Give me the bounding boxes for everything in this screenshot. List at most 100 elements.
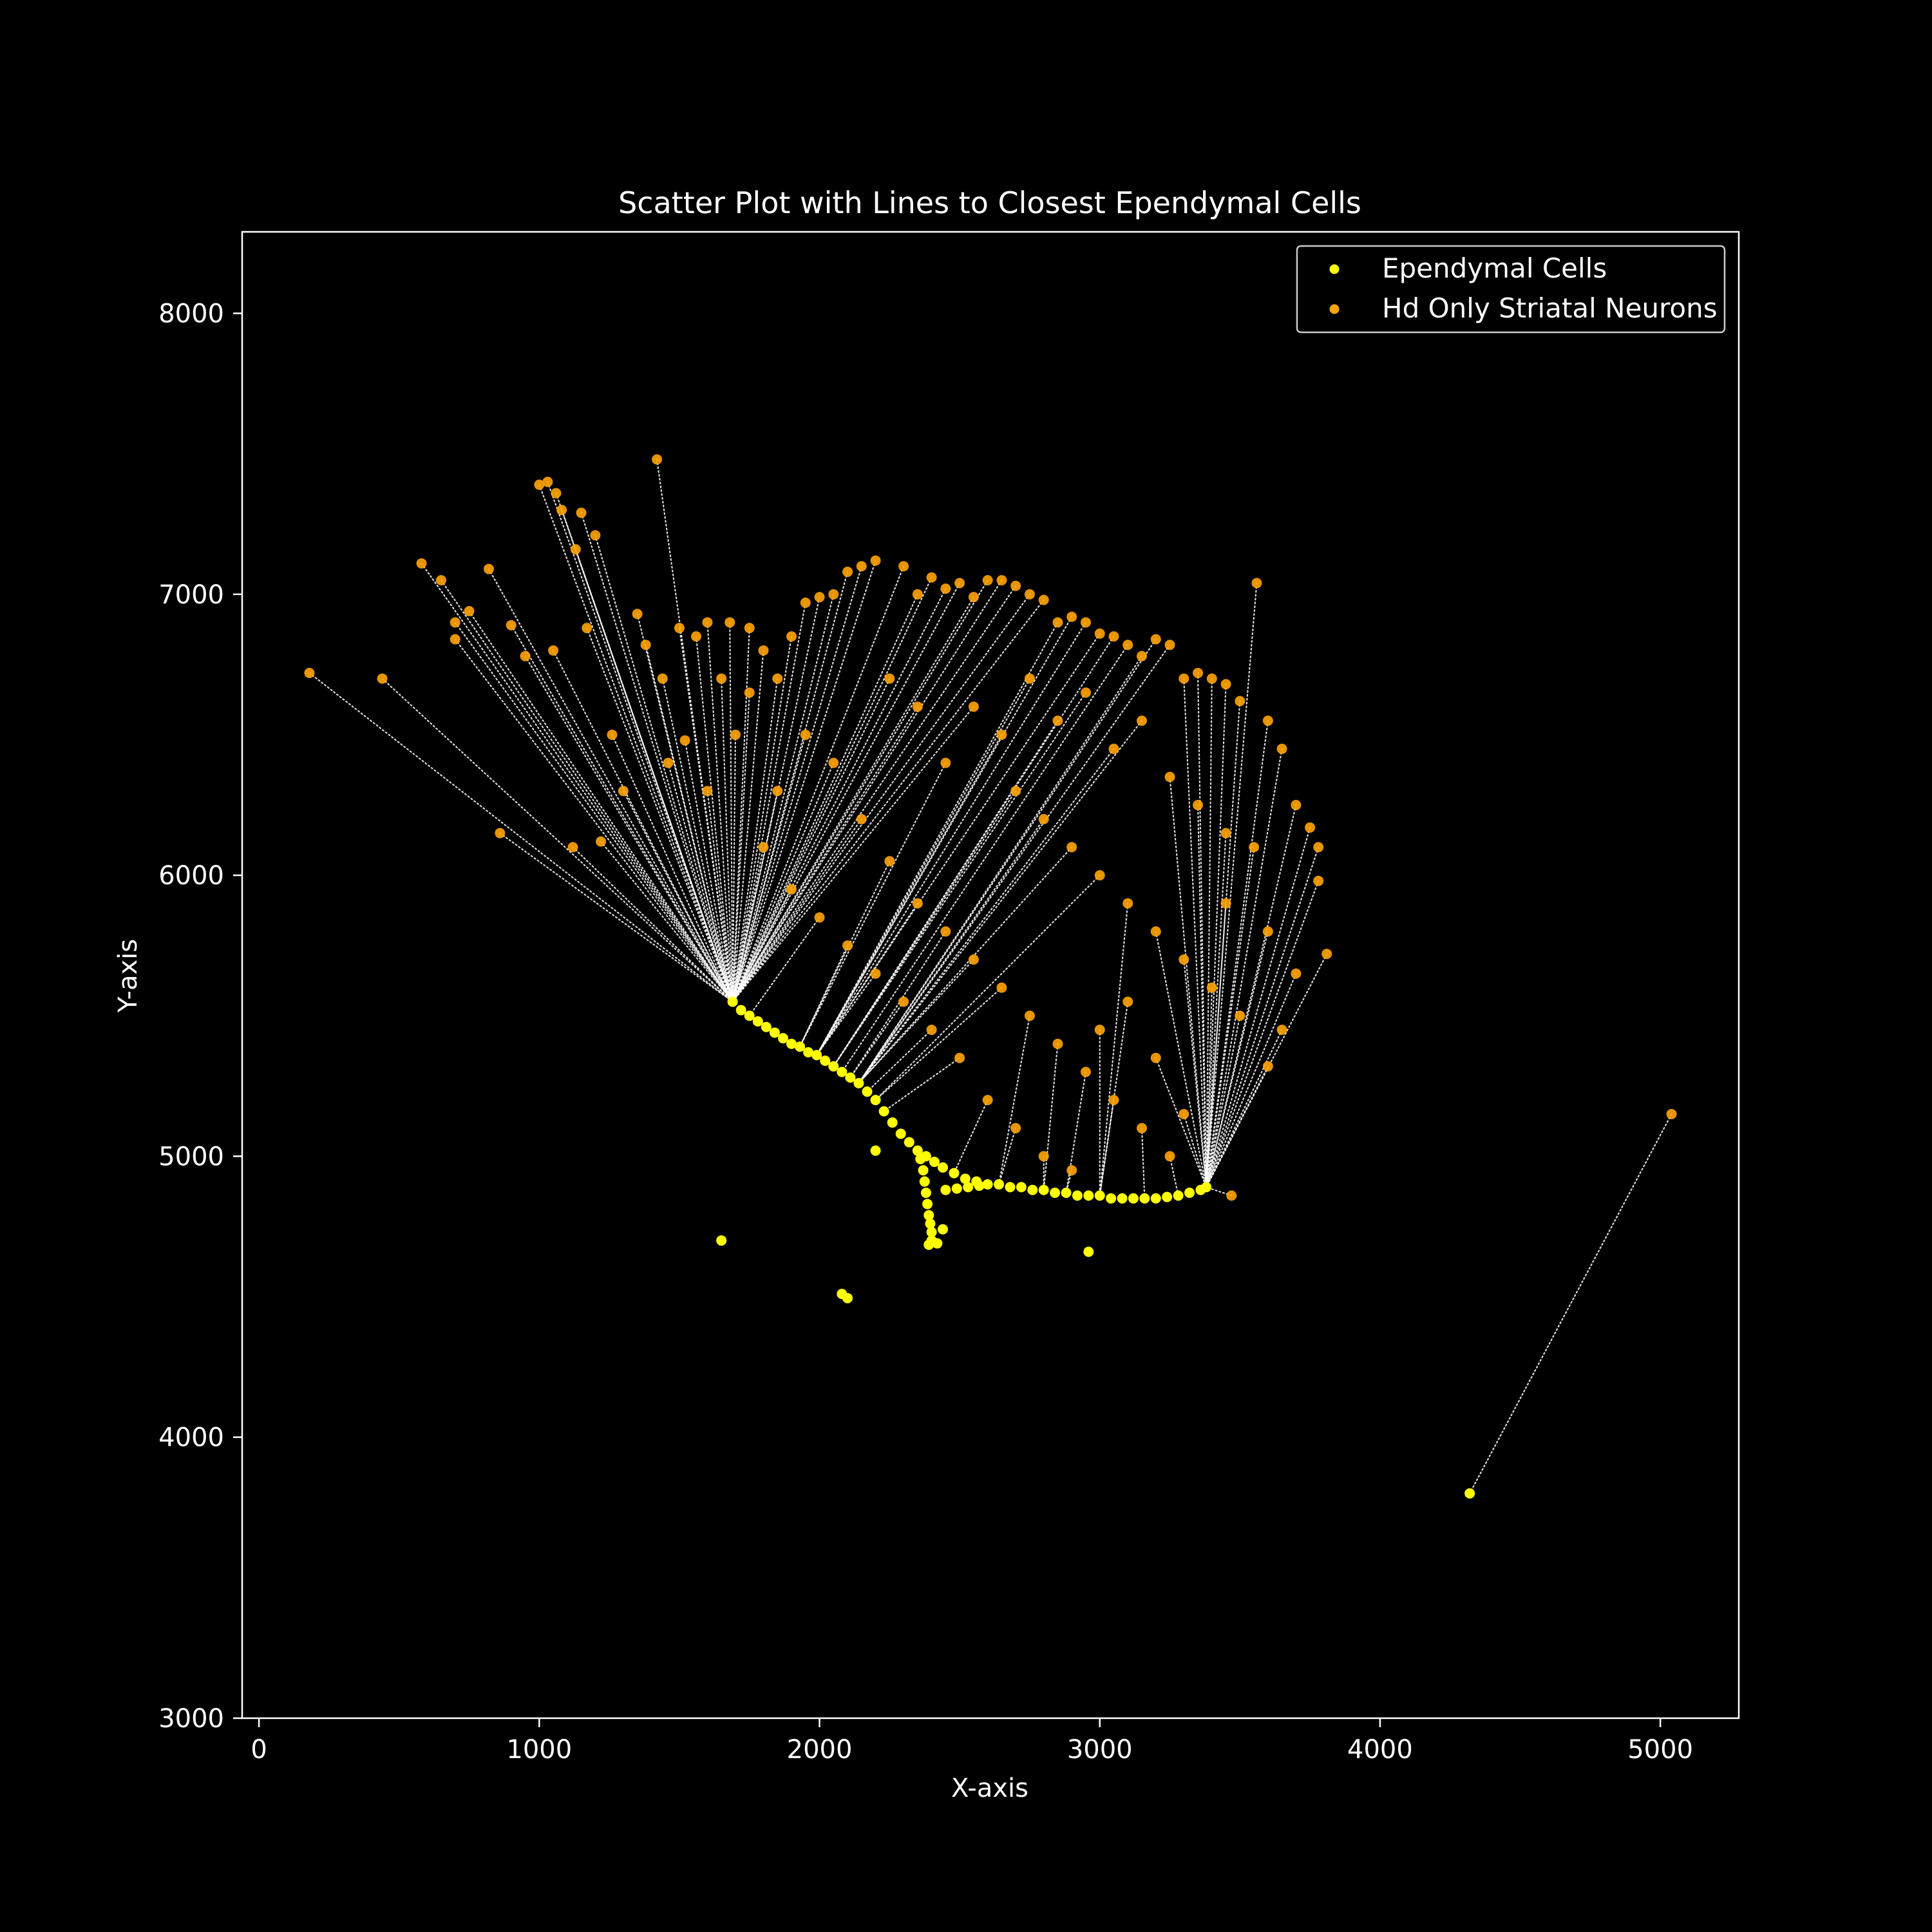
ependymal-point — [926, 1227, 937, 1238]
connector-line — [732, 599, 1045, 1003]
ependymal-point — [727, 996, 738, 1007]
ependymal-point — [923, 1239, 934, 1250]
neuron-point — [968, 954, 979, 965]
neuron-point — [1666, 1108, 1677, 1119]
neuron-point — [940, 926, 951, 937]
connector-line — [732, 692, 750, 1003]
neuron-point — [640, 639, 651, 650]
connector-line — [732, 601, 806, 1003]
ependymal-point — [761, 1021, 772, 1032]
x-tick-label: 4000 — [1347, 1735, 1413, 1765]
connector-line — [816, 902, 918, 1056]
neuron-point — [912, 701, 923, 712]
connector-line — [732, 579, 1003, 1003]
neuron-point — [1052, 1038, 1063, 1049]
connector-line — [510, 624, 734, 1003]
neuron-point — [730, 729, 741, 740]
connector-line — [1206, 582, 1258, 1188]
neuron-point — [702, 786, 713, 797]
connector-line — [1206, 832, 1227, 1188]
ependymal-point — [1464, 1488, 1475, 1499]
connector-line — [875, 875, 1101, 1101]
neuron-point — [1024, 673, 1035, 684]
connector-line — [721, 677, 734, 1003]
neuron-point — [870, 555, 881, 566]
connector-line — [732, 649, 764, 1003]
connector-line — [454, 638, 734, 1003]
neuron-point — [1038, 813, 1049, 824]
neuron-point — [1066, 1165, 1077, 1176]
ependymal-point — [803, 1046, 814, 1057]
neuron-point — [1179, 954, 1189, 965]
connector-line — [1206, 677, 1213, 1188]
ependymal-point — [938, 1162, 949, 1173]
connector-line — [488, 568, 734, 1003]
x-tick-label: 1000 — [506, 1735, 572, 1765]
connector-line — [732, 587, 947, 1003]
plot-frame — [241, 231, 1740, 1719]
neuron-point — [1122, 898, 1133, 909]
legend-box — [1296, 245, 1726, 334]
connector-line — [1206, 880, 1320, 1188]
neuron-point — [982, 575, 993, 586]
neuron-point — [898, 561, 909, 572]
neuron-point — [1251, 578, 1262, 589]
neuron-point — [1108, 743, 1119, 754]
neuron-point — [1080, 617, 1091, 628]
ependymal-point — [951, 1183, 962, 1194]
neuron-point — [435, 575, 446, 586]
connector-line — [572, 846, 734, 1003]
neuron-point — [607, 729, 618, 740]
connector-line — [732, 565, 905, 1003]
neuron-point — [1276, 1025, 1287, 1036]
neuron-point — [1150, 1052, 1161, 1063]
ependymal-point — [862, 1086, 873, 1097]
x-axis-label: X-axis — [951, 1774, 1028, 1803]
x-tick-label: 0 — [251, 1735, 267, 1765]
neuron-point — [652, 454, 663, 465]
connector-line — [667, 762, 734, 1003]
neuron-point — [1010, 580, 1021, 591]
ependymal-points — [716, 996, 1475, 1499]
connector-line — [732, 818, 862, 1003]
ependymal-point — [735, 1005, 746, 1016]
neuron-point — [416, 558, 427, 569]
neuron-point — [1164, 1151, 1175, 1162]
ependymal-point — [895, 1128, 906, 1139]
ependymal-point — [994, 1179, 1005, 1190]
legend: Ependymal Cells Hd Only Striatal Neurons — [1296, 245, 1726, 334]
ependymal-point — [1128, 1193, 1139, 1204]
connector-line — [833, 692, 1087, 1067]
neuron-point — [1024, 1010, 1035, 1021]
ependymal-point — [920, 1188, 931, 1198]
connector-line — [1206, 683, 1227, 1188]
neuron-point — [1150, 926, 1161, 937]
neuron-point — [1313, 875, 1324, 886]
ependymal-point — [940, 1184, 951, 1195]
ependymal-point — [786, 1038, 797, 1049]
connector-line — [732, 560, 876, 1003]
neuron-point — [570, 544, 581, 555]
neuron-point — [1291, 968, 1302, 979]
neuron-point — [1179, 1108, 1189, 1119]
neuron-point — [1235, 1010, 1245, 1021]
connector-line — [866, 1028, 933, 1093]
connector-line — [729, 621, 734, 1003]
ependymal-point — [904, 1137, 914, 1148]
connector-line — [1206, 846, 1255, 1188]
ependymal-point — [845, 1072, 856, 1083]
neuron-point — [534, 479, 545, 490]
neuron-point — [870, 968, 881, 979]
connector-line — [1206, 804, 1297, 1188]
neuron-point — [912, 589, 923, 600]
connector-line — [732, 593, 918, 1003]
neuron-point — [1038, 1151, 1049, 1162]
ependymal-point — [1061, 1188, 1072, 1198]
neuron-point — [828, 757, 839, 768]
ependymal-point — [949, 1168, 960, 1179]
neuron-point — [567, 842, 578, 853]
neuron-point — [856, 813, 867, 824]
connector-line — [1141, 1127, 1146, 1199]
ependymal-point — [870, 1095, 881, 1106]
connector-line — [611, 734, 734, 1003]
